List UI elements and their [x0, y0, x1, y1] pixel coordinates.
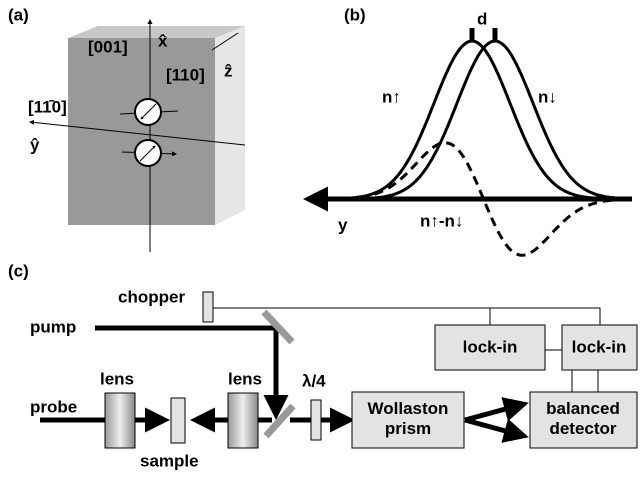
lens-label: lens — [228, 369, 262, 388]
panel-label: (b) — [344, 5, 366, 24]
sample-label: sample — [140, 451, 199, 470]
density-curve — [330, 41, 630, 199]
chopper-label: chopper — [118, 287, 185, 306]
lens-label: lens — [100, 369, 134, 388]
lockin-label: lock-in — [572, 337, 627, 356]
pump-label: pump — [30, 317, 76, 336]
crystal-top — [68, 26, 245, 38]
panel-label: (c) — [8, 261, 29, 280]
axis-label: [11̄0] — [28, 97, 67, 116]
split-beam — [465, 420, 524, 436]
chopper — [203, 292, 213, 322]
waveplate — [311, 400, 321, 440]
figure: (a) [001] x̂ [110] ẑ [11̄0] ŷ (b) d n↑ n… — [0, 0, 642, 478]
lens — [105, 393, 135, 448]
axis-label: ŷ — [30, 135, 40, 154]
density-curve — [330, 41, 630, 199]
sample — [171, 398, 185, 443]
lockin-label: lock-in — [463, 337, 518, 356]
axis-label: [110] — [166, 65, 205, 84]
label-d: d — [477, 9, 487, 28]
axis-label: x̂ — [158, 31, 168, 50]
waveplate-label: λ/4 — [302, 371, 326, 390]
panel-label: (a) — [8, 5, 29, 24]
label-n-down: n↓ — [538, 87, 557, 106]
split-beam — [465, 404, 524, 420]
probe-label: probe — [30, 397, 77, 416]
axis-label: [001] — [88, 37, 128, 56]
axis-label: ẑ — [224, 61, 233, 80]
crystal-side — [215, 26, 245, 225]
label-n-up: n↑ — [382, 87, 401, 106]
label-y: y — [338, 215, 348, 234]
curves — [330, 41, 630, 255]
label-difference: n↑-n↓ — [420, 211, 463, 230]
lens — [228, 393, 258, 448]
